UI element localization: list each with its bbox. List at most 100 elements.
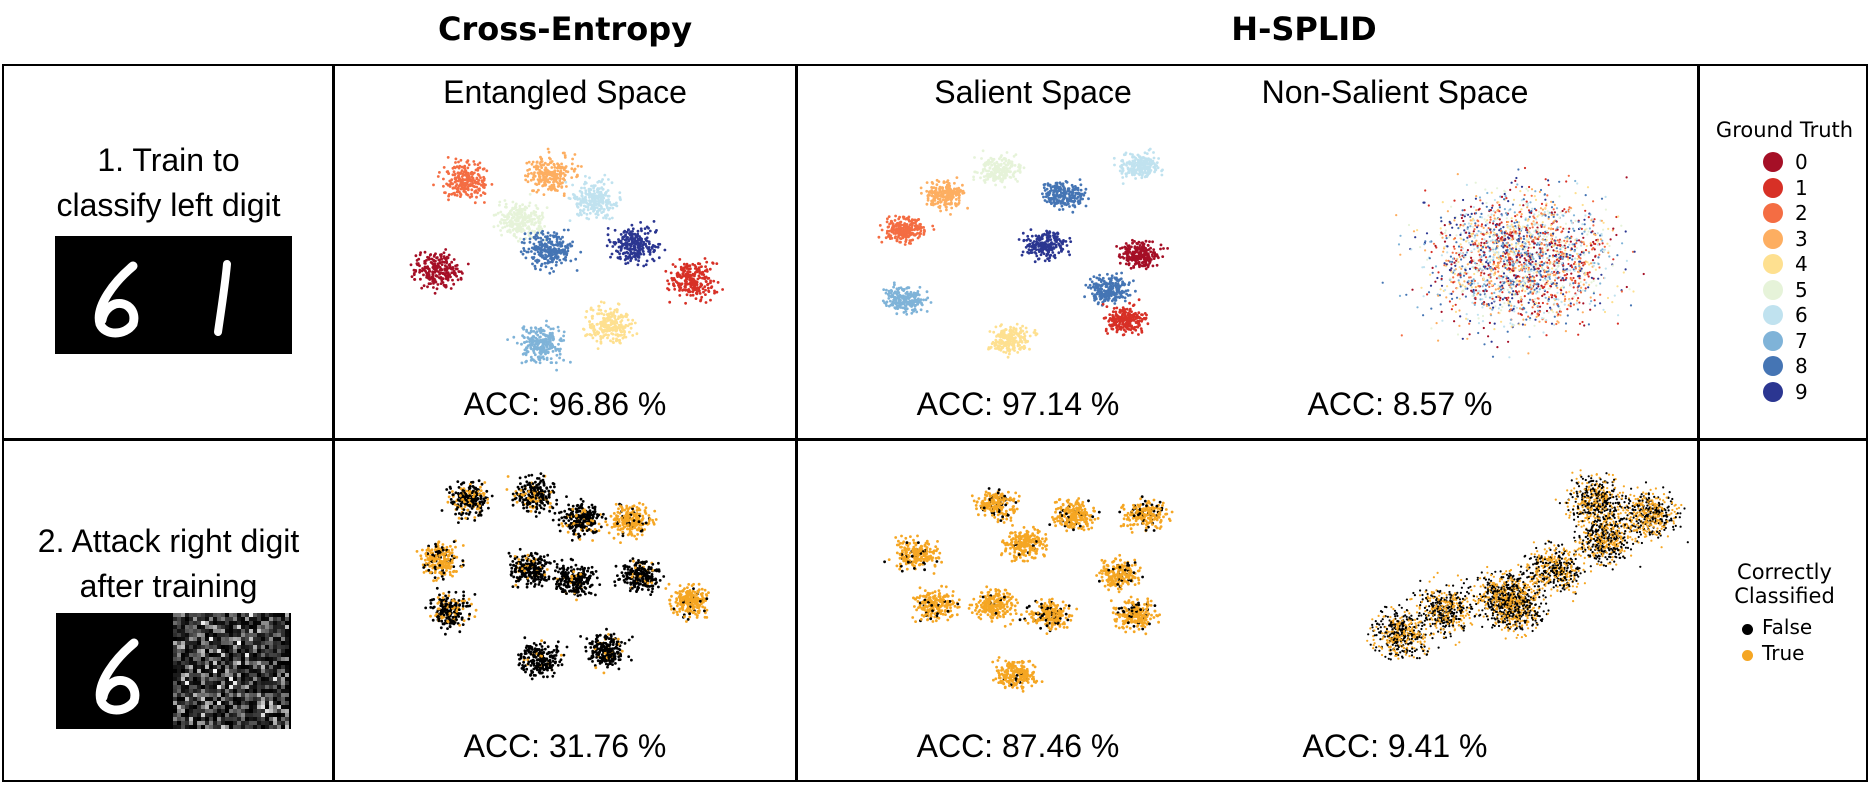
cross-entropy-header: Cross-Entropy (437, 10, 693, 48)
cluster (415, 539, 465, 583)
scatter-salient-ground-truth (877, 147, 1169, 359)
divider-v1 (332, 64, 335, 782)
row2-label: 2. Attack right digit after training (6, 519, 331, 609)
cluster-7 (881, 281, 933, 316)
cluster (883, 534, 943, 575)
cluster-9 (1017, 228, 1073, 264)
cluster (911, 584, 961, 623)
cluster-1 (1101, 298, 1150, 337)
legend-label-true: True (1762, 641, 1805, 665)
cluster (1000, 524, 1049, 563)
legend-label-6: 6 (1795, 303, 1808, 327)
cluster (613, 557, 666, 596)
row2-label-line2: after training (79, 568, 258, 604)
legend-label-3: 3 (1795, 226, 1808, 251)
legend-dot-false (1742, 624, 1753, 635)
legend-swatch-1 (1763, 177, 1783, 198)
legend-correct-title-line1: Correctly (1737, 560, 1832, 584)
cluster-8 (519, 228, 583, 275)
mixed-cloud (1405, 571, 1479, 646)
row1-label: 1. Train to classify left digit (6, 138, 331, 228)
cluster-3 (524, 147, 583, 197)
cluster (507, 547, 557, 589)
mixed-cloud (1381, 166, 1645, 359)
legend-label-1: 1 (1795, 175, 1808, 200)
scatter-entangled-ground-truth (409, 147, 724, 372)
divider-h1 (2, 438, 1868, 441)
row1-label-line2: classify left digit (56, 187, 281, 223)
mixed-cloud (1617, 481, 1689, 549)
cluster-9 (605, 220, 667, 268)
legend-swatch-3 (1763, 228, 1783, 249)
cluster (517, 636, 569, 681)
legend-correct-title: Correctly Classified (1701, 560, 1868, 608)
cluster (505, 472, 559, 518)
digit-image-row2 (56, 613, 291, 729)
legend-ground-truth-title: Ground Truth (1715, 118, 1854, 142)
mixed-cloud (1520, 539, 1592, 604)
mixed-cloud (1573, 511, 1643, 573)
cluster (552, 557, 602, 602)
cluster (970, 487, 1021, 524)
cluster-0 (409, 248, 470, 295)
acc-nonsalient-row2: ACC: 9.41 % (1302, 728, 1488, 764)
col-title-salient: Salient Space (934, 74, 1132, 110)
cluster-5 (492, 192, 549, 243)
cluster (1095, 553, 1144, 594)
legend-label-0: 0 (1795, 150, 1808, 174)
cluster-4 (582, 300, 639, 350)
mixed-cloud (1481, 577, 1550, 640)
digit-image-row1 (55, 236, 292, 354)
cluster (1048, 497, 1101, 533)
cluster (1023, 597, 1079, 635)
cluster (551, 495, 605, 542)
cluster-8 (1083, 271, 1137, 307)
scatter-nonsalient-correctness (1366, 469, 1689, 661)
legend-label-false: False (1762, 615, 1813, 639)
cluster (991, 656, 1044, 693)
legend-swatch-8 (1763, 356, 1783, 376)
acc-salient-row2: ACC: 87.46 % (916, 728, 1120, 764)
mixed-cloud (1366, 597, 1440, 661)
legend-label-7: 7 (1795, 328, 1808, 353)
legend-swatch-9 (1763, 381, 1783, 402)
acc-entangled-row1: ACC: 96.86 % (463, 386, 667, 422)
cluster (424, 586, 478, 636)
noise-image-icon (173, 613, 289, 729)
legend-label-2: 2 (1795, 201, 1808, 225)
cluster-2 (877, 214, 936, 246)
cluster (1109, 595, 1161, 636)
legend-label-4: 4 (1795, 252, 1808, 276)
digit-six-icon (95, 638, 140, 715)
cluster-4 (987, 322, 1039, 359)
cluster-7 (506, 319, 572, 372)
cluster-6 (564, 173, 622, 222)
legend-swatch-6 (1763, 305, 1783, 325)
legend-swatch-2 (1763, 203, 1783, 223)
cluster-1 (664, 257, 724, 305)
scatter-salient-correctness (883, 487, 1174, 693)
legend-correct-title-line2: Classified (1734, 584, 1835, 608)
legend-swatch-0 (1763, 152, 1783, 172)
acc-nonsalient-row1: ACC: 8.57 % (1307, 386, 1493, 422)
cluster-2 (432, 156, 494, 205)
legend-dot-true (1742, 650, 1753, 661)
cluster-5 (972, 149, 1026, 189)
legend-swatch-4 (1763, 254, 1783, 274)
acc-salient-row1: ACC: 97.14 % (916, 386, 1120, 422)
cluster (1118, 495, 1174, 534)
scatter-nonsalient-ground-truth (1381, 166, 1645, 359)
col-title-nonsalient: Non-Salient Space (1261, 74, 1529, 110)
hsplid-header: H-SPLID (1231, 10, 1377, 48)
cluster (440, 479, 494, 524)
scatter-entangled-correctness (415, 472, 710, 681)
cluster-3 (919, 176, 969, 216)
row1-label-line1: 1. Train to (97, 142, 240, 178)
legend-label-8: 8 (1795, 354, 1808, 378)
cluster (967, 585, 1023, 628)
cluster (604, 501, 658, 544)
legend-swatch-7 (1763, 330, 1783, 351)
cluster (664, 582, 710, 623)
acc-entangled-row2: ACC: 31.76 % (463, 728, 667, 764)
divider-v2 (795, 64, 798, 782)
